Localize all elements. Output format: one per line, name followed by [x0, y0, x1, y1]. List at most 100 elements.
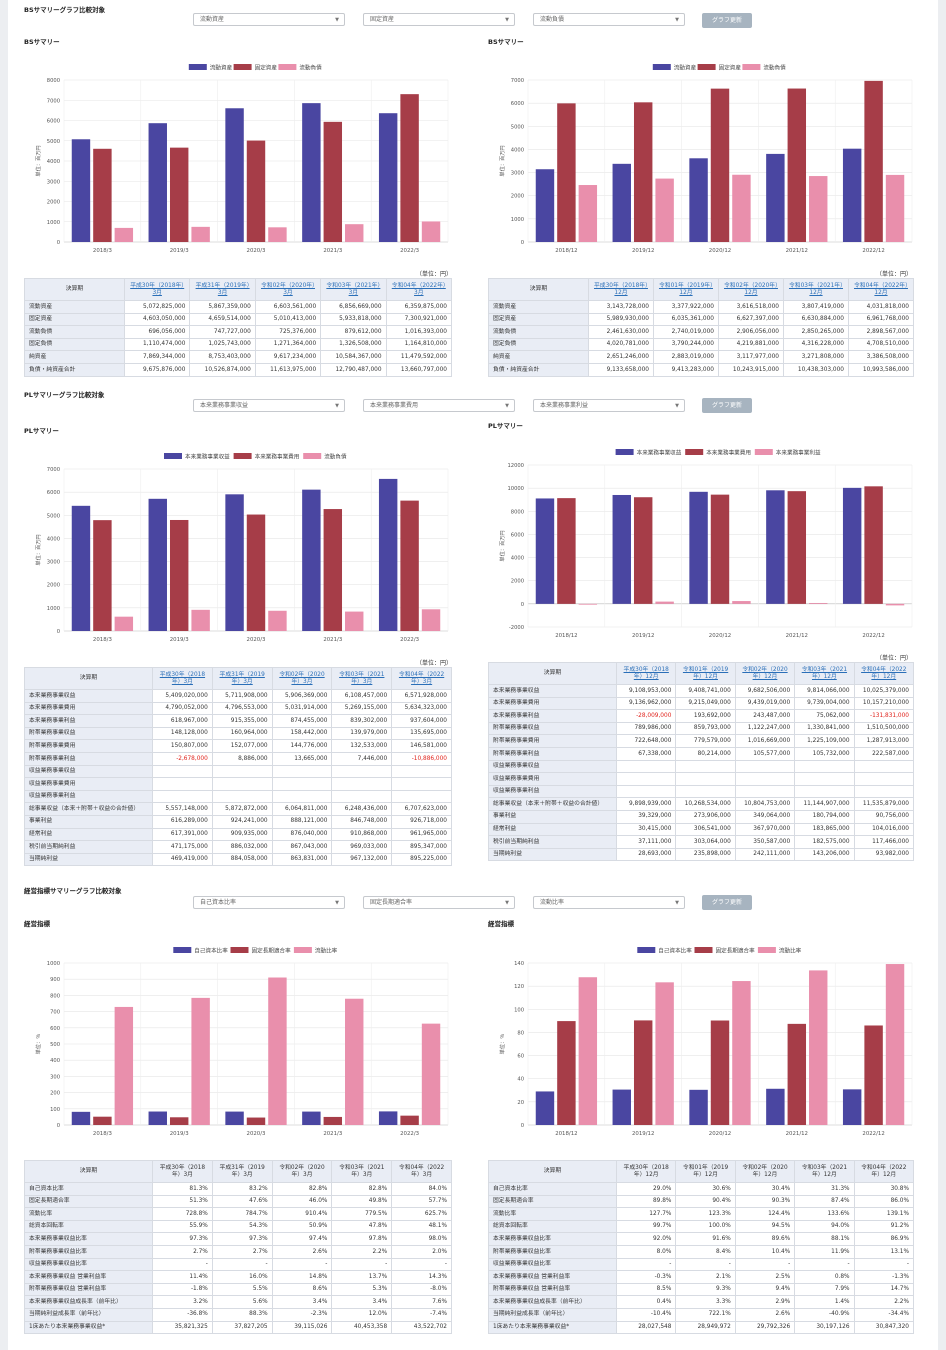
table-cell: 139.1% [853, 1207, 915, 1221]
table-row: 収益業務事業利益 [488, 784, 915, 799]
table-cell: - [271, 1257, 333, 1272]
table-row: 固定負債 4,020,781,000 3,790,244,000 4,219,881,… [488, 337, 914, 352]
bs-select-2[interactable]: 固定資産 ▼ [363, 13, 515, 26]
y-tick-label: 6000 [47, 490, 60, 496]
column-header-link[interactable]: 令和02年（2020年）3月 [254, 278, 322, 301]
column-header-link[interactable]: 令和01年（2019年）12月 [653, 278, 719, 301]
bs-right-unit: （単位：円） [875, 271, 912, 278]
table-cell: 150,807,000 [152, 739, 213, 753]
bs-select-3-value: 流動負債 [540, 16, 565, 23]
column-header-link[interactable]: 平成31年（2019年）3月 [211, 667, 273, 690]
bar [732, 601, 751, 604]
page: BSサマリーグラフ比較対象 流動資産 ▼ 固定資産 ▼ 流動負債 ▼ グラフ更新 BS… [8, 0, 938, 1350]
row-label: 流動資産 [488, 300, 589, 314]
bs-select-1[interactable]: 流動資産 ▼ [193, 13, 345, 26]
column-header-link[interactable]: 令和04年（2022年）12月 [848, 278, 914, 301]
table-row: 総事業収益（本来＋附帯＋収益の合計値） 5,557,148,000 5,872,87… [24, 802, 452, 816]
table-cell [211, 777, 273, 791]
table-row: 収益業務事業費用 [488, 772, 915, 786]
column-header-link[interactable]: 令和04年（2022年）3月 [385, 278, 453, 301]
column-header-link[interactable]: 令和03年（2021年）3月 [331, 667, 393, 690]
table-cell: 124.4% [734, 1207, 796, 1221]
pl-select-1[interactable]: 本来業務事業収益 ▼ [193, 399, 345, 412]
pl-select-2[interactable]: 本来業務事業費用 ▼ [363, 399, 515, 412]
table-row: 附帯業務事業収益 営業利益率 8.5% 9.3% 9.4% 7.9% 14.7% [488, 1282, 915, 1297]
y-tick-label: 2000 [47, 200, 60, 206]
table-row: 流動資産 3,143,728,000 3,377,922,000 3,616,518,… [488, 300, 914, 314]
legend-label: 本来業務事業収益 [185, 453, 230, 461]
column-header-link[interactable]: 平成30年（2018年）12月 [615, 662, 677, 685]
bs-left-chart: 流動資産 固定資産 流動負債 0 1000 2000 3000 4000 5000 6000 700… [34, 64, 449, 254]
table-cell: 28,949,972 [675, 1320, 736, 1335]
table-cell: 722.1% [675, 1307, 736, 1322]
table-cell: 306,541,000 [675, 822, 736, 837]
table-cell [391, 789, 452, 804]
bs-graph-update-button[interactable]: グラフ更新 [702, 13, 752, 28]
bar [809, 602, 828, 604]
row-label: 固定長期適合率 [24, 1194, 153, 1209]
table-cell: 3.2% [152, 1295, 213, 1309]
legend-swatch [293, 947, 312, 953]
column-header-link[interactable]: 令和03年（2021年）12月 [783, 278, 849, 301]
table-cell: 779,579,000 [675, 734, 736, 748]
table-cell: 97.8% [331, 1232, 393, 1246]
x-tick-label: 2021/12 [786, 633, 808, 639]
column-header-link[interactable]: 令和02年（2020年）12月 [718, 278, 784, 301]
kpi-graph-update-button[interactable]: グラフ更新 [702, 895, 752, 910]
table-cell: 5,010,413,000 [254, 312, 322, 327]
column-header-link[interactable]: 平成30年（2018年）12月 [588, 278, 654, 301]
column-header-link[interactable]: 令和03年（2021年）12月 [794, 662, 855, 685]
pl-select-3[interactable]: 本来業務事業利益 ▼ [533, 399, 685, 412]
table-cell: 789,986,000 [615, 721, 677, 736]
kpi-select-2[interactable]: 固定長期適合率 ▼ [363, 896, 515, 909]
column-header-link[interactable]: 平成30年（2018年）3月 [152, 667, 213, 690]
legend-swatch [164, 453, 182, 459]
chevron-down-icon: ▼ [335, 403, 339, 409]
table-cell: 5,872,872,000 [211, 802, 273, 816]
legend-label: 固定長期適合率 [252, 947, 292, 955]
bs-compare-title: BSサマリーグラフ比較対象 [24, 6, 106, 14]
table-cell: 924,241,000 [211, 814, 273, 829]
table-cell: -8.0% [391, 1282, 452, 1297]
y-tick-label: 5000 [47, 513, 60, 519]
column-header-link[interactable]: 令和04年（2022年）3月 [391, 667, 452, 690]
column-header-link[interactable]: 令和02年（2020年）12月 [734, 662, 796, 685]
pl-graph-update-button[interactable]: グラフ更新 [702, 398, 752, 413]
column-header-link[interactable]: 令和03年（2021年）3月 [320, 278, 387, 301]
table-header-row: 決算期 平成30年（2018年）12月 令和01年（2019年）12月 令和02年（2… [488, 278, 914, 301]
column-header-link[interactable]: 平成30年（2018年）3月 [123, 278, 191, 301]
table-cell [331, 764, 393, 779]
kpi-left-chart-title: 経営指標 [24, 920, 50, 928]
table-cell [734, 759, 796, 774]
table-header-row: 決算期 平成30年（2018年）12月 令和01年（2019年）12月 令和02年（2… [488, 1160, 915, 1183]
table-row: 純資産 7,869,344,000 8,753,403,000 9,617,234,0… [24, 350, 453, 364]
bar [535, 498, 555, 604]
column-header-link[interactable]: 平成31年（2019年）3月 [189, 278, 256, 301]
x-tick-label: 2022/12 [862, 1131, 884, 1137]
column-header-link[interactable]: 令和04年（2022年）12月 [853, 662, 915, 685]
table-cell: 5.5% [211, 1282, 273, 1297]
table-cell: 9,739,004,000 [794, 696, 855, 711]
table-cell: 2.5% [734, 1270, 796, 1284]
table-row: 負債・純資産合計 9,675,876,000 10,526,874,000 11,61… [24, 362, 453, 377]
table-cell: -2,678,000 [152, 751, 213, 766]
table-cell: 88.1% [794, 1232, 855, 1246]
table-cell: - [794, 1257, 855, 1272]
bs-select-3[interactable]: 流動負債 ▼ [533, 13, 685, 26]
bar [302, 1111, 321, 1125]
x-tick-label: 2020/12 [709, 633, 731, 639]
kpi-select-3[interactable]: 流動比率 ▼ [533, 896, 685, 909]
y-tick-label: 0 [521, 240, 524, 246]
table-cell: 350,587,000 [734, 835, 796, 849]
table-row: 本来業務事業収益 5,409,020,000 5,711,908,000 5,906,… [24, 689, 452, 703]
table-cell: 9,617,234,000 [254, 350, 322, 364]
table-cell: -7.4% [391, 1307, 452, 1322]
bar [148, 1111, 167, 1125]
column-header-link[interactable]: 令和02年（2020年）3月 [271, 667, 333, 690]
kpi-select-2-value: 固定長期適合率 [370, 899, 413, 906]
y-tick-label: 1000 [47, 606, 60, 612]
table-corner-label: 決算期 [488, 1160, 617, 1183]
row-label: 税引前当期純利益 [24, 840, 153, 854]
column-header-link[interactable]: 令和01年（2019年）12月 [675, 662, 736, 685]
kpi-select-1[interactable]: 自己資本比率 ▼ [193, 896, 345, 909]
